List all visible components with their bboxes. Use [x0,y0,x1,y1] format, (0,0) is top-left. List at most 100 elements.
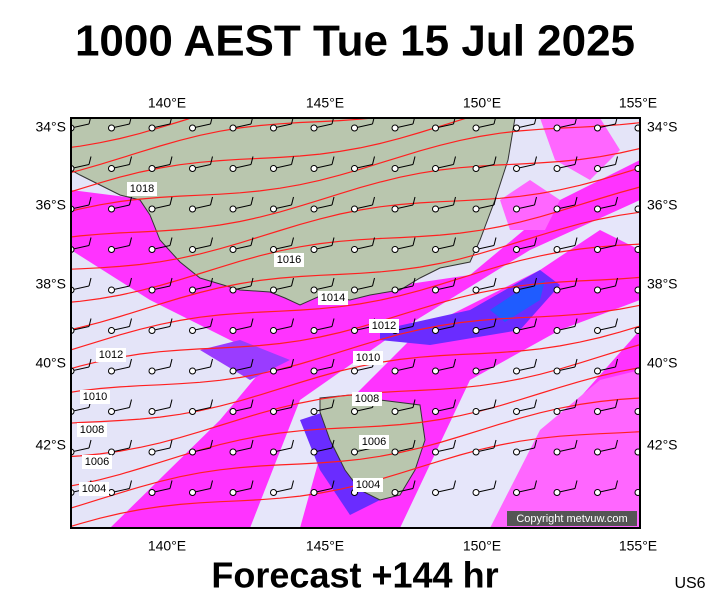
station [189,124,196,132]
barb-feather [493,156,497,165]
station [189,286,196,294]
barb-feather [88,318,92,327]
station [229,165,237,172]
barb-feather [453,118,456,125]
barb-feather [493,118,497,125]
barb-feather [250,318,254,327]
isobar [71,325,640,424]
station [108,124,115,132]
barb-feather [574,196,578,206]
station [391,489,399,496]
isobar [71,243,640,351]
station [634,408,640,415]
lat-label: 42°S [35,437,66,453]
heavy-precip [200,340,290,380]
barb-feather [331,318,335,327]
station [148,246,156,253]
station [270,205,277,213]
isobar-label-box [77,423,107,437]
barb-feather [291,196,294,206]
station [391,124,399,132]
barb-feather [169,237,173,246]
station [594,489,601,496]
station [229,246,237,253]
station [351,448,358,456]
barb-feather [453,480,456,489]
station [553,124,561,132]
lat-label: 38°S [647,276,678,292]
station [513,246,520,253]
barb-feather [615,156,618,165]
station [229,205,237,213]
isobar-label: 1010 [356,352,380,364]
station [553,408,561,415]
station [108,367,115,375]
barb-feather [129,358,132,368]
station [432,448,439,456]
barb-feather [412,237,416,246]
barb-feather [412,118,416,125]
station [634,124,640,132]
barb-feather [493,480,497,489]
station [310,408,318,415]
barb-feather [129,156,132,165]
station [553,367,561,375]
station [108,205,115,213]
barb-feather [291,156,294,165]
lon-label: 145°E [306,538,344,554]
station [391,286,399,294]
barb-feather [534,439,537,449]
isobar [71,167,640,270]
station [270,327,277,334]
lon-label: 150°E [463,95,501,111]
barb-feather [210,156,213,165]
isobar-label-box [353,478,383,492]
station [108,246,115,253]
barb-feather [88,358,92,368]
station [229,124,237,132]
station [634,327,640,334]
barb-feather [169,277,173,287]
lon-label: 150°E [463,538,501,554]
station [351,165,358,172]
station [310,124,318,132]
station [472,448,480,456]
station [391,205,399,213]
station [513,489,520,496]
barb-feather [534,318,537,327]
station [148,489,156,496]
station [472,489,480,496]
station [553,246,561,253]
station [270,286,277,294]
barb-feather [534,237,537,246]
station [432,124,439,132]
station [594,205,601,213]
barb-feather [250,358,254,368]
station [229,327,237,334]
station [513,367,520,375]
station [634,367,640,375]
map-frame [70,117,641,529]
barb-feather [331,196,335,206]
station [432,489,439,496]
barb-feather [250,118,254,125]
station [351,408,358,415]
station [148,165,156,172]
isobar [71,276,640,370]
isobar-label-box [96,348,126,362]
isobar [71,304,640,393]
barb-feather [210,277,213,287]
barb-feather [615,118,618,125]
station [351,124,358,132]
barb-feather [615,196,618,206]
station [594,448,601,456]
barb-feather [210,439,213,449]
station [594,327,601,334]
barb-feather [534,480,537,489]
barb-feather [453,196,456,206]
station [189,165,196,172]
barb-feather [250,439,254,449]
station [513,408,520,415]
barb-feather [615,358,618,368]
